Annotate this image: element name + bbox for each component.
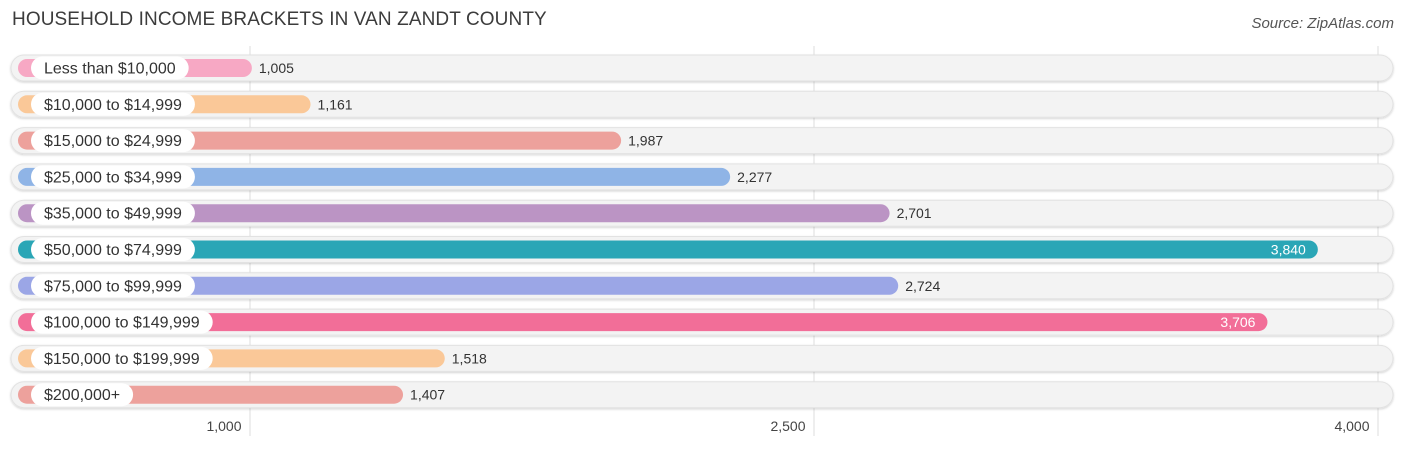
x-tick-label: 4,000	[1334, 418, 1369, 434]
category-label: Less than $10,000	[44, 61, 176, 78]
category-label-pill	[31, 129, 195, 153]
bar	[18, 313, 1268, 332]
category-label: $50,000 to $74,999	[44, 242, 182, 259]
bar	[18, 240, 1318, 259]
value-label: 1,407	[410, 387, 445, 403]
bar	[18, 276, 899, 295]
category-label: $150,000 to $199,999	[44, 351, 200, 368]
x-tick-label: 1,000	[206, 418, 241, 434]
value-label: 1,005	[259, 60, 294, 76]
bar-row: $50,000 to $74,999 3,840	[10, 236, 1394, 263]
category-label-pill	[31, 92, 195, 116]
x-tick-label: 2,500	[770, 418, 805, 434]
value-label: 1,161	[318, 96, 353, 112]
value-label: 1,987	[628, 133, 663, 149]
category-label-pill	[31, 310, 213, 334]
bar-row: $25,000 to $34,999 2,277	[10, 163, 1394, 191]
value-label: 2,701	[897, 205, 932, 221]
value-label: 2,277	[737, 169, 772, 185]
bar-row: $15,000 to $24,999 1,987	[10, 127, 1394, 155]
category-label-pill	[31, 238, 195, 261]
value-label: 3,706	[1220, 314, 1255, 330]
category-label: $100,000 to $149,999	[44, 315, 200, 332]
bar-row: $200,000+ 1,407	[10, 381, 1394, 409]
category-label: $200,000+	[44, 387, 120, 404]
category-label-pill	[31, 56, 189, 80]
category-label: $10,000 to $14,999	[44, 97, 182, 114]
bar-row: $100,000 to $149,999 3,706	[10, 308, 1394, 336]
source-note: Source: ZipAtlas.com	[1251, 15, 1394, 32]
bar-row: $35,000 to $49,999 2,701	[10, 199, 1394, 227]
bar	[18, 167, 731, 186]
bar-row: Less than $10,000 1,005	[10, 54, 1394, 82]
bar-row: $10,000 to $14,999 1,161	[10, 90, 1394, 118]
category-label-pill	[31, 201, 195, 225]
value-label: 2,724	[905, 278, 940, 294]
row-background	[10, 90, 1394, 118]
bar-row: $75,000 to $99,999 2,724	[10, 272, 1394, 300]
value-label: 3,840	[1271, 242, 1306, 258]
bar-row: $150,000 to $199,999 1,518	[10, 344, 1394, 372]
category-label-pill	[31, 383, 134, 407]
value-label: 1,518	[452, 350, 487, 366]
bar	[18, 204, 890, 223]
category-label: $25,000 to $34,999	[44, 169, 182, 186]
chart-title: HOUSEHOLD INCOME BRACKETS IN VAN ZANDT C…	[12, 9, 547, 30]
category-label: $15,000 to $24,999	[44, 133, 182, 150]
category-label: $35,000 to $49,999	[44, 206, 182, 223]
category-label-pill	[31, 274, 195, 298]
category-label-pill	[31, 346, 213, 370]
category-label: $75,000 to $99,999	[44, 278, 182, 295]
row-background	[10, 54, 1394, 82]
category-label-pill	[31, 165, 195, 189]
